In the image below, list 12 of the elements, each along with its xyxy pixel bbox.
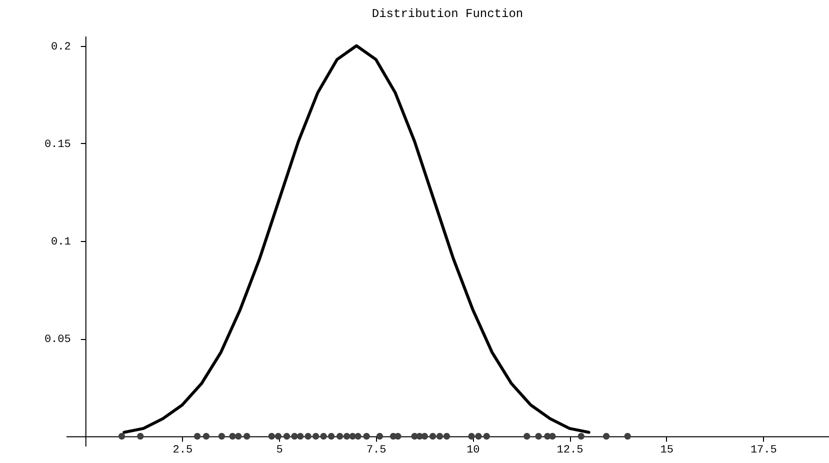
x-tick-label: 15 (660, 444, 674, 457)
x-tick-label: 2.5 (172, 444, 193, 457)
y-tick-label: 0.1 (51, 236, 72, 248)
x-tick-label: 5 (276, 444, 283, 457)
y-tick-label: 0.15 (44, 138, 71, 151)
x-tick-label: 17.5 (750, 444, 777, 457)
y-tick-label: 0.2 (51, 41, 71, 54)
x-tick-label: 7.5 (366, 444, 386, 457)
x-tick-label: 12.5 (556, 444, 584, 457)
y-tick-label: 0.05 (44, 334, 71, 346)
chart-title: Distribution Function (372, 7, 524, 21)
x-tick-label: 10 (466, 444, 480, 457)
